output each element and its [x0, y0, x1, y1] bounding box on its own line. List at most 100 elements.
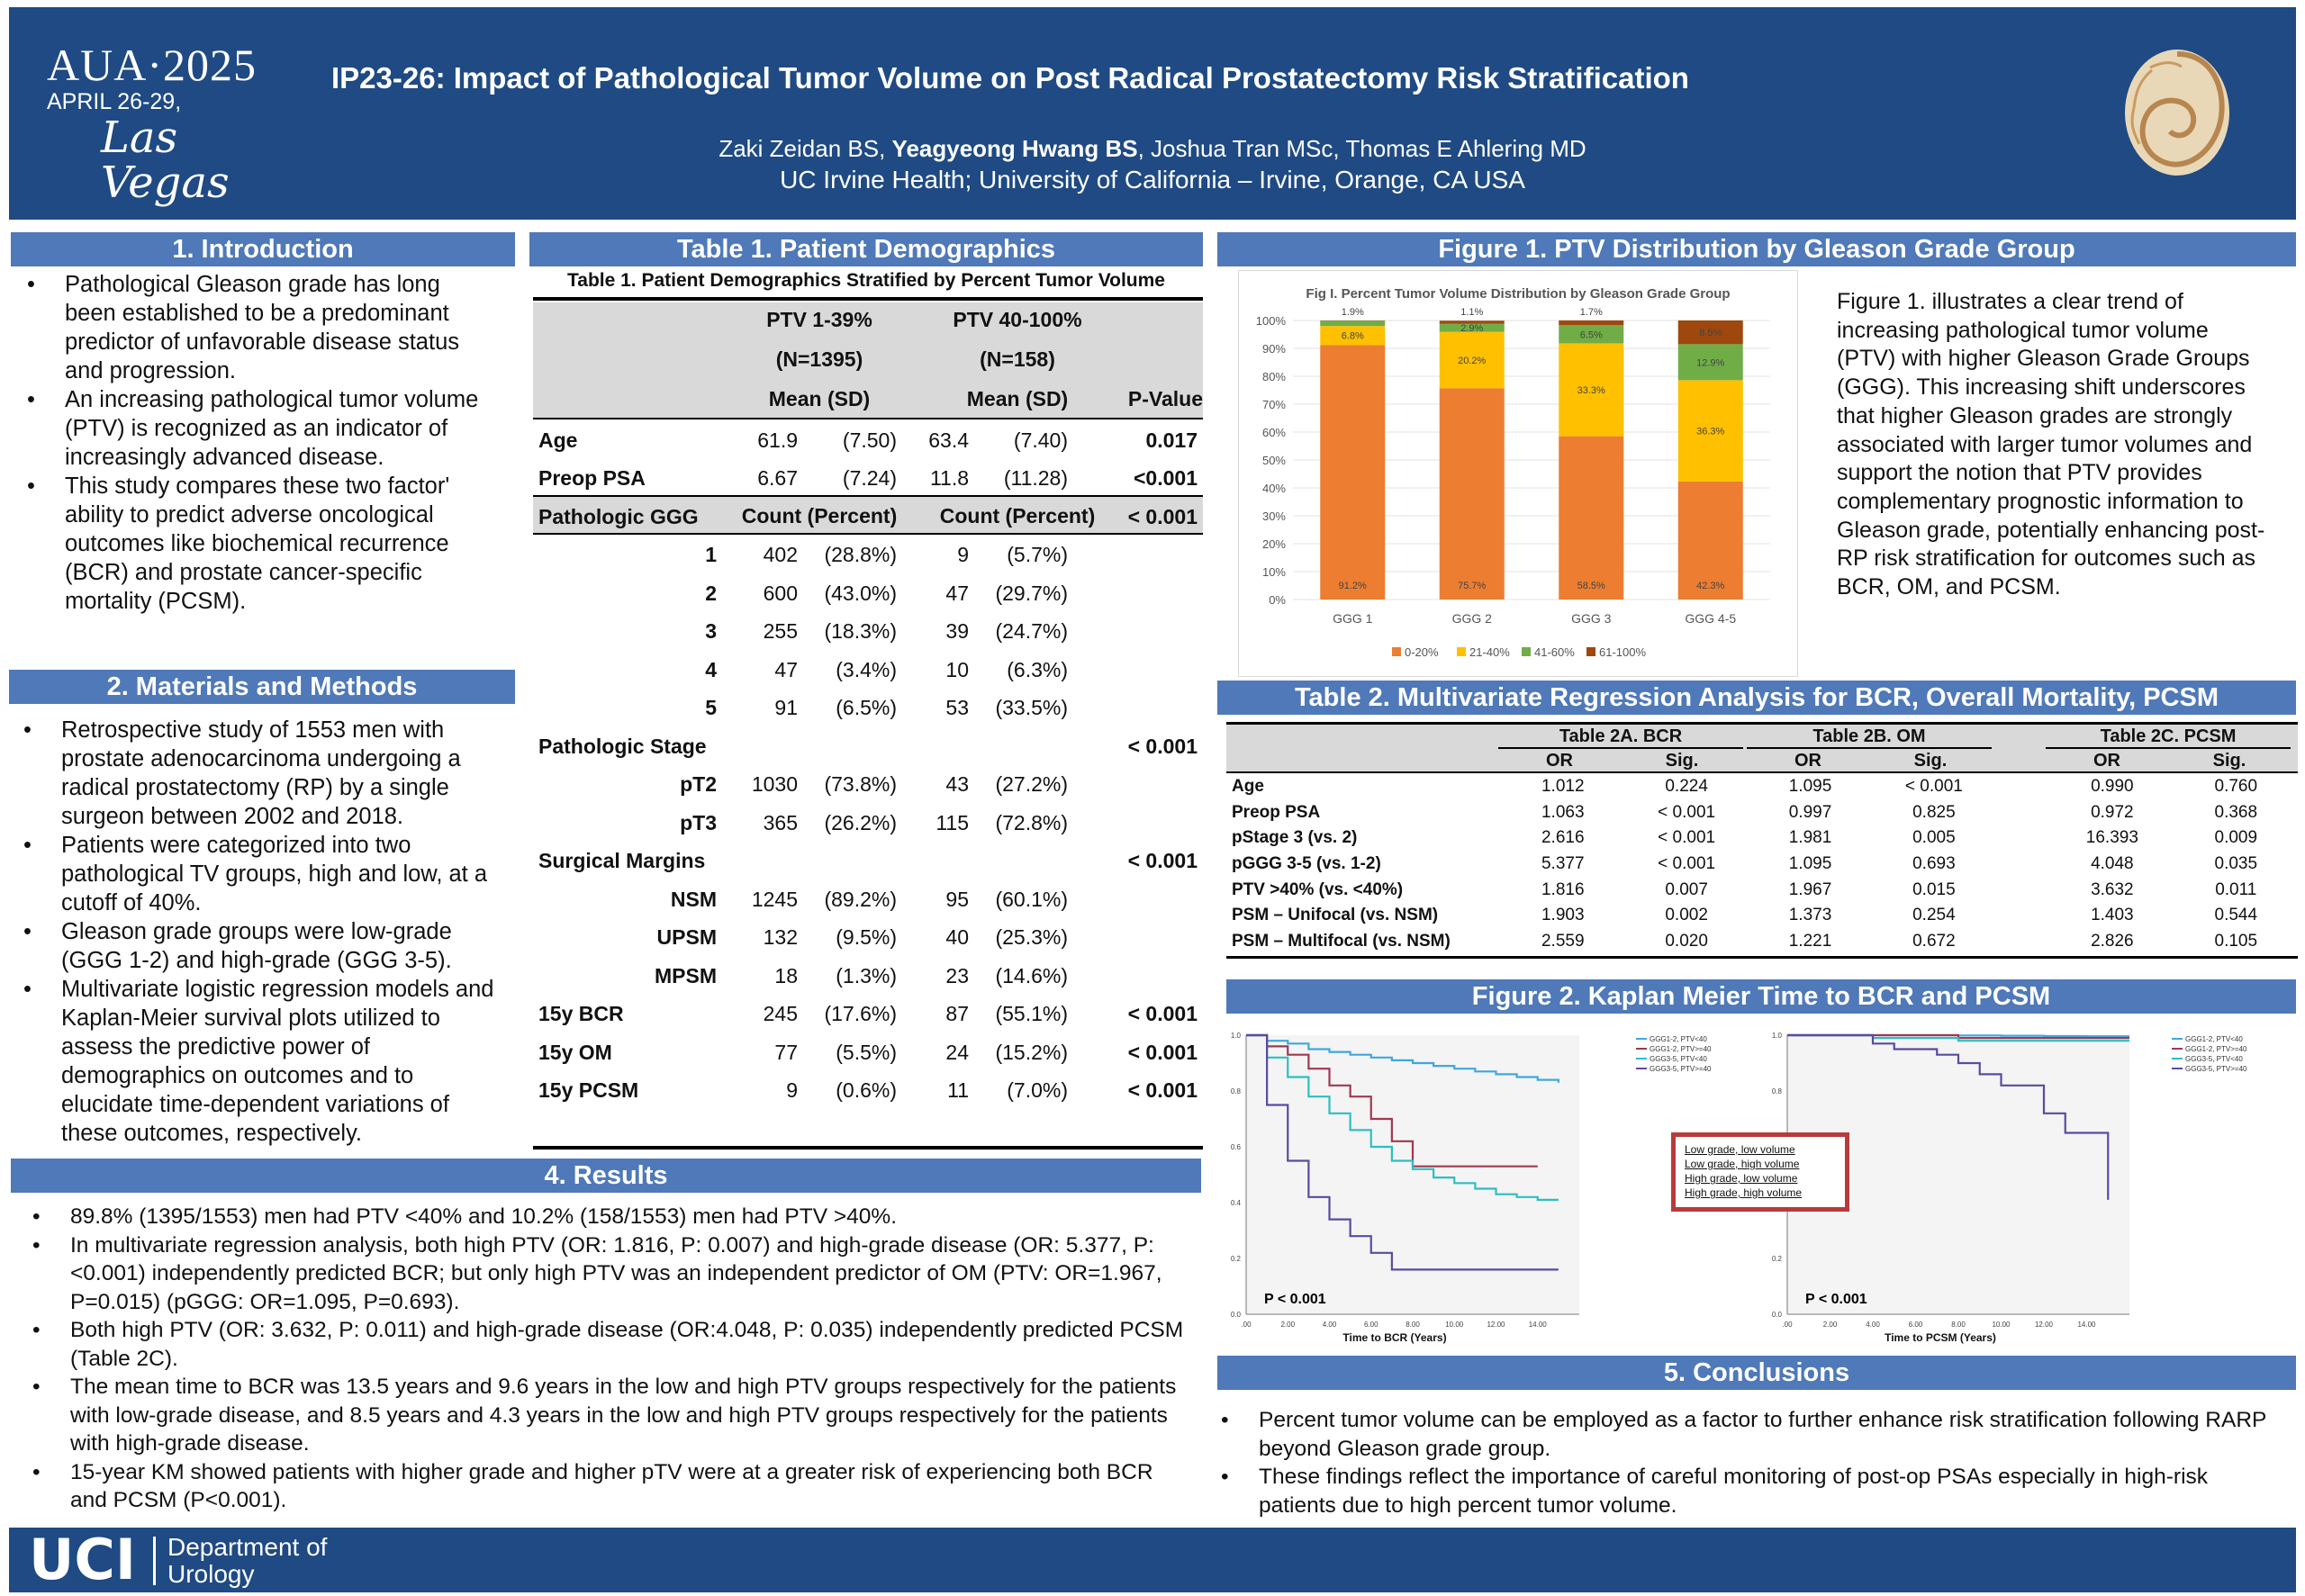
p-value-annotation: P < 0.001 [1805, 1292, 1867, 1307]
table1-cell-d: (60.1%) [995, 887, 1068, 911]
nautilus-shell-icon [2125, 50, 2229, 176]
conclusions-list: Percent tumor volume can be employed as … [1207, 1406, 2287, 1519]
data-label: 75.7% [1458, 581, 1486, 591]
table2-value-cell: 1.095 [1788, 854, 1832, 874]
table1-header-band [533, 302, 1203, 418]
table2-value-cell: 1.403 [2091, 906, 2134, 925]
table2-value-cell: 0.011 [2215, 879, 2257, 899]
table2-row: Preop PSA 1.063 < 0.001 0.997 0.825 0.972 0.36… [1226, 800, 2298, 826]
table2-value-cell: 3.632 [2091, 879, 2134, 899]
legend-label: 21-40% [1469, 645, 1510, 659]
y-tick-label: 0.0 [1231, 1311, 1242, 1319]
table1-cell-b: (17.6%) [824, 1002, 897, 1026]
figure1-heading: Figure 1. PTV Distribution by Gleason Gr… [1217, 232, 2296, 266]
bar-segment [1320, 345, 1386, 600]
km-curve [1246, 1033, 1559, 1201]
y-tick-label: 0.6 [1231, 1143, 1242, 1151]
table2-row: pStage 3 (vs. 2) 2.616 < 0.001 1.981 0.005 16… [1226, 825, 2298, 852]
table1-cell-p [1073, 804, 1203, 843]
y-tick-label: 0.2 [1772, 1255, 1783, 1263]
table2-or-a: OR [1546, 751, 1573, 771]
table1-row: 2 600 (43.0%) 47 (29.7%) [533, 574, 1203, 613]
bar-segment [1559, 343, 1624, 437]
x-tick-label: GGG 2 [1452, 611, 1493, 626]
bar-segment [1677, 344, 1743, 381]
plot-area [1246, 1035, 1579, 1314]
table1-cell-b [803, 727, 902, 766]
y-tick-label: 50% [1262, 454, 1286, 467]
table2-row: PTV >40% (vs. <40%) 1.816 0.007 1.967 0.015 3… [1226, 877, 2298, 903]
table1-cell-label: 5 [705, 696, 717, 720]
table1-cell-d: (14.6%) [995, 963, 1068, 987]
bar-segment [1320, 326, 1386, 346]
intro-bullet: An increasing pathological tumor volume … [13, 385, 490, 472]
table1-cell-label: 3 [705, 619, 717, 644]
table2-value-cell: 1.903 [1541, 906, 1585, 925]
table2-row-label: pStage 3 (vs. 2) [1232, 828, 1358, 848]
table1-cell-d: (15.2%) [995, 1040, 1068, 1064]
y-tick-label: 0.8 [1772, 1087, 1783, 1096]
table2-value-cell: 2.616 [1541, 828, 1585, 848]
y-tick-label: 30% [1262, 509, 1286, 523]
table1-cell-c [902, 727, 974, 766]
table1-cell-c: 87 [945, 1002, 969, 1026]
legend-swatch [1392, 647, 1401, 656]
table1-cell-c: 10 [945, 657, 969, 681]
table1-cell-label: 15y OM [538, 1040, 612, 1064]
km-curve [1246, 1033, 1538, 1168]
methods-bullet: Multivariate logistic regression models … [9, 975, 500, 1148]
chart-title: Fig I. Percent Tumor Volume Distribution… [1306, 286, 1730, 302]
y-tick-label: 40% [1262, 482, 1286, 495]
table1-cell-d: (11.28) [1003, 466, 1068, 491]
table1-cell-a [722, 843, 803, 881]
legend-label: 0-20% [1405, 645, 1439, 659]
dept-line1: Department of [167, 1533, 328, 1561]
x-tick-label: 8.00 [1951, 1321, 1966, 1329]
table1-cell-a: 365 [763, 810, 798, 834]
results-bullet: The mean time to BCR was 13.5 years and … [18, 1373, 1189, 1458]
poster-header: AUA·2025 APRIL 26-29, Las Vegas IP23-26:… [9, 7, 2296, 220]
bar-segment [1677, 380, 1743, 482]
table2-top-rule [1226, 722, 2298, 725]
uci-logo: UCI [29, 1527, 136, 1592]
table1-cell-p: <0.001 [1134, 466, 1198, 491]
table1-cell-a: 77 [774, 1040, 798, 1064]
table1-row: 3 255 (18.3%) 39 (24.7%) [533, 613, 1203, 652]
table2-value-cell: 1.063 [1541, 802, 1585, 822]
table1-row: Preop PSA 6.67 (7.24) 11.8 (11.28) <0.001 [533, 460, 1203, 499]
legend-swatch [1522, 647, 1531, 656]
x-tick-label: 6.00 [1364, 1321, 1378, 1329]
x-tick-label: 2.00 [1280, 1321, 1295, 1329]
table2-row-label: pGGG 3-5 (vs. 1-2) [1232, 854, 1381, 874]
x-axis-label: Time to BCR (Years) [1342, 1331, 1446, 1344]
table2-value-cell: 1.095 [1788, 777, 1832, 797]
table2-sig-b: Sig. [1913, 751, 1948, 771]
legend-label: 41-60% [1534, 645, 1575, 659]
table2-value-cell: 2.559 [1541, 931, 1585, 951]
results-list: 89.8% (1395/1553) men had PTV <40% and 1… [18, 1203, 1189, 1515]
table1-cell-p: < 0.001 [1127, 734, 1198, 758]
table2-value-cell: 0.368 [2214, 802, 2258, 822]
table1-cell-a: 9 [786, 1078, 798, 1103]
table2-value-cell: 0.972 [2091, 802, 2134, 822]
table1-cell-b: (7.50) [842, 428, 897, 452]
table2-value-cell: 0.005 [1912, 828, 1956, 848]
footer-divider [153, 1537, 156, 1585]
table2-or-c: OR [2093, 751, 2120, 771]
table2-value-cell: 0.020 [1665, 931, 1708, 951]
table1-cell-label: MPSM [655, 963, 717, 987]
table2-row-label: PTV >40% (vs. <40%) [1232, 879, 1404, 899]
table2-value-cell: 0.035 [2214, 854, 2258, 874]
table1-cell-c: 9 [957, 543, 969, 567]
table2-row-label: PSM – Multifocal (vs. NSM) [1232, 931, 1451, 951]
table2-value-cell: 0.672 [1912, 931, 1956, 951]
table2-value-cell: 1.816 [1541, 879, 1585, 899]
legend-swatch [1586, 647, 1595, 656]
table1-cell-p [1073, 613, 1203, 652]
table1-row: 5 91 (6.5%) 53 (33.5%) [533, 690, 1203, 728]
table1-cell-label: 15y BCR [538, 1002, 624, 1026]
y-tick-label: 1.0 [1772, 1032, 1783, 1040]
x-tick-label: 12.00 [1487, 1321, 1505, 1329]
data-label: 6.8% [1342, 331, 1364, 342]
table2-row: Age 1.012 0.224 1.095 < 0.001 0.990 0.760 [1226, 774, 2298, 800]
